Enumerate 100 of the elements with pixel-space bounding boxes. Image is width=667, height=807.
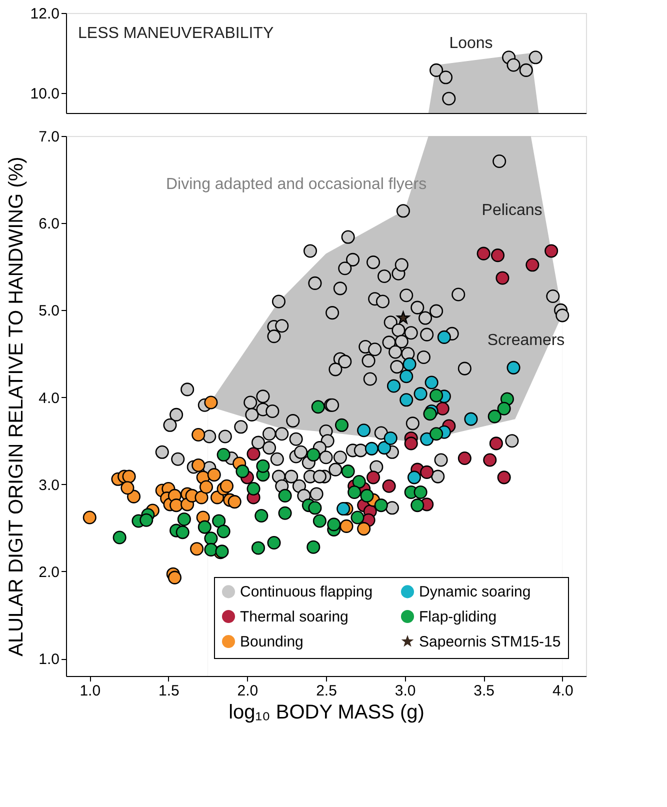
point (194, 490, 208, 504)
annotation: Screamers (487, 332, 565, 349)
point (216, 448, 230, 462)
point (488, 410, 502, 424)
point (400, 393, 414, 407)
point (384, 431, 398, 445)
point (267, 536, 281, 550)
point (506, 58, 520, 72)
y-tick-label: 7.0 (38, 128, 60, 146)
annotation: Diving adapted and occasional flyers (166, 176, 427, 193)
point (220, 479, 234, 493)
y-tick-label: 1.0 (38, 651, 60, 668)
point (364, 442, 378, 456)
point (476, 246, 490, 260)
point (199, 480, 214, 494)
x-tick-label: 1.0 (80, 682, 101, 700)
point (122, 470, 136, 484)
legend-label: Sapeornis STM15-15 (419, 634, 561, 650)
point (357, 522, 371, 536)
point (420, 432, 434, 446)
point (496, 271, 510, 285)
point (112, 530, 126, 544)
x-tick-label: 1.5 (158, 682, 180, 700)
point (489, 436, 503, 450)
point (374, 498, 388, 512)
point (228, 495, 242, 509)
point (204, 396, 218, 410)
point (404, 436, 418, 450)
point (246, 482, 260, 496)
point (519, 63, 533, 77)
point (198, 520, 212, 534)
point (82, 510, 96, 524)
x-tick-label: 2.0 (237, 682, 258, 700)
point (306, 448, 320, 462)
y-tick-label: 5.0 (38, 302, 60, 320)
point (437, 330, 451, 344)
point (414, 387, 428, 401)
y-tick-label: 2.0 (38, 564, 60, 581)
point (483, 453, 497, 467)
point (126, 490, 141, 504)
point (497, 470, 511, 484)
point (464, 412, 478, 426)
point (442, 92, 456, 106)
point (216, 524, 230, 538)
point (414, 485, 428, 499)
point (438, 70, 453, 84)
x-tick-label: 3.5 (474, 682, 495, 700)
point (396, 311, 410, 324)
point (407, 470, 422, 484)
point (366, 470, 380, 484)
y-tick-label: 10.0 (30, 86, 60, 102)
point (278, 488, 292, 502)
point (402, 357, 416, 371)
point (311, 400, 325, 414)
y-tick-label: 3.0 (38, 476, 60, 494)
point (177, 512, 191, 526)
point (207, 468, 221, 482)
point (190, 542, 204, 556)
point (350, 510, 364, 524)
point (410, 498, 424, 512)
y-tick-label: 12.0 (30, 6, 60, 22)
point (458, 451, 472, 466)
point (251, 541, 266, 555)
point (490, 248, 505, 262)
x-axis-title: log₁₀ BODY MASS (g) (228, 702, 424, 724)
point (382, 479, 396, 493)
point (378, 441, 392, 455)
point (254, 508, 268, 523)
point (340, 519, 354, 533)
point (341, 464, 355, 478)
point (204, 542, 218, 556)
point (544, 244, 558, 258)
point (436, 402, 450, 416)
point (336, 502, 350, 516)
point (204, 532, 218, 546)
point (312, 514, 326, 528)
point (497, 402, 511, 416)
point (528, 50, 542, 64)
point (400, 370, 414, 384)
legend-label: Dynamic soaring (419, 584, 531, 601)
y-axis-title: ALULAR DIGIT ORIGIN RELATIVE TO HANDWING (%) (6, 156, 28, 656)
point (386, 379, 401, 393)
point (348, 485, 362, 499)
y-tick-label: 6.0 (38, 216, 60, 233)
annotation: Pelicans (482, 202, 542, 219)
legend-label: Continuous flapping (240, 584, 373, 601)
x-tick-label: 3.0 (394, 682, 416, 700)
point (192, 428, 206, 442)
annotation: Loons (449, 35, 493, 52)
point (120, 481, 134, 495)
x-tick-label: 2.5 (316, 682, 337, 700)
point (246, 447, 260, 461)
legend-label: Flap-gliding (419, 608, 497, 626)
legend-label: Bounding (240, 634, 304, 650)
point (327, 518, 341, 532)
point (424, 376, 438, 390)
point (420, 465, 434, 479)
point (352, 475, 366, 489)
point (423, 407, 437, 421)
point (168, 570, 182, 584)
